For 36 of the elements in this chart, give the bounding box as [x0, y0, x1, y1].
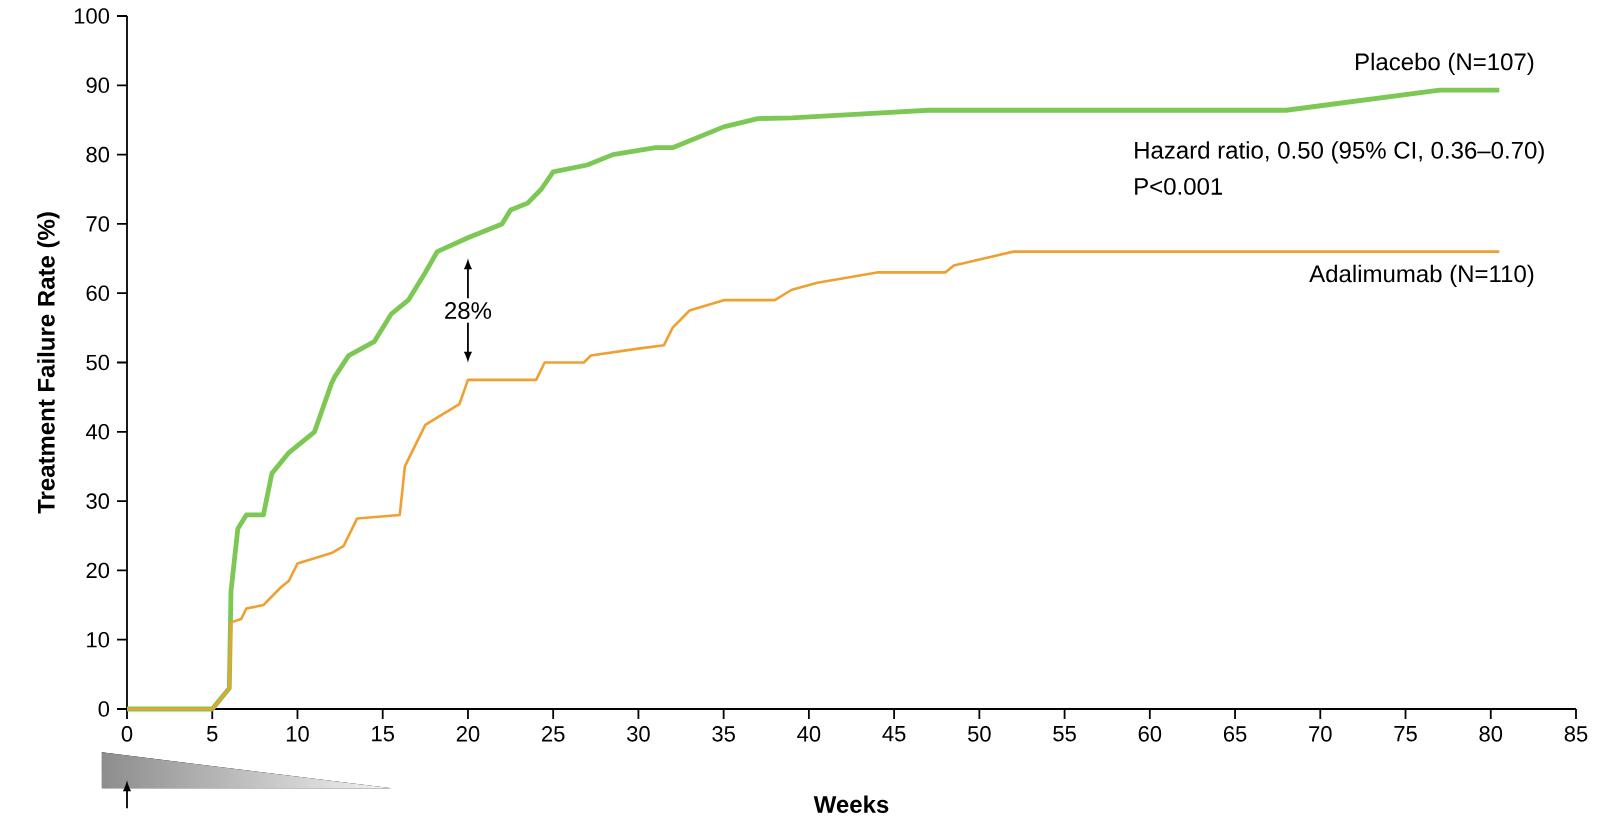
- x-tick-label: 55: [1053, 726, 1076, 742]
- y-tick-label: 0: [98, 701, 110, 717]
- x-tick-label: 40: [797, 726, 821, 742]
- series-label: Placebo (N=107): [1356, 52, 1534, 76]
- y-tick-label: 90: [86, 77, 110, 94]
- x-tick-label: 70: [1309, 726, 1332, 742]
- x-tick-label: 50: [968, 726, 991, 742]
- annotation: 28%: [445, 302, 492, 320]
- y-tick-label: 40: [85, 424, 110, 440]
- x-tick-label: 15: [372, 726, 394, 742]
- y-tick-label: 100: [74, 8, 110, 24]
- x-tick-label: 60: [1138, 726, 1162, 742]
- x-tick-label: 0: [121, 726, 133, 742]
- x-tick-label: 25: [542, 726, 565, 742]
- series-label: Adalimumab (N=110): [1309, 264, 1534, 288]
- x-tick-label: 35: [712, 726, 735, 742]
- y-axis-title: Treatment Failure Rate (%): [37, 212, 60, 514]
- x-tick-label: 80: [1479, 726, 1503, 742]
- x-tick-label: 30: [627, 726, 650, 742]
- annotation: Hazard ratio, 0.50 (95% CI, 0.36–0.70): [1135, 141, 1544, 164]
- x-tick-label: 5: [207, 726, 218, 742]
- x-tick-label: 65: [1223, 726, 1247, 742]
- y-tick-label: 20: [86, 562, 110, 579]
- y-tick-label: 80: [86, 146, 110, 163]
- x-tick-label: 85: [1564, 726, 1588, 742]
- y-tick-label: 70: [86, 216, 110, 232]
- y-tick-label: 60: [86, 285, 110, 301]
- x-tick-label: 45: [882, 726, 906, 742]
- y-tick-label: 30: [86, 493, 110, 509]
- x-axis-title: Weeks: [813, 795, 889, 813]
- x-tick-label: 75: [1394, 726, 1417, 742]
- x-tick-label: 20: [456, 726, 480, 742]
- y-tick-label: 10: [87, 631, 110, 648]
- y-tick-label: 50: [86, 354, 110, 371]
- annotation: P<0.001: [1135, 177, 1223, 195]
- x-tick-label: 10: [286, 726, 309, 742]
